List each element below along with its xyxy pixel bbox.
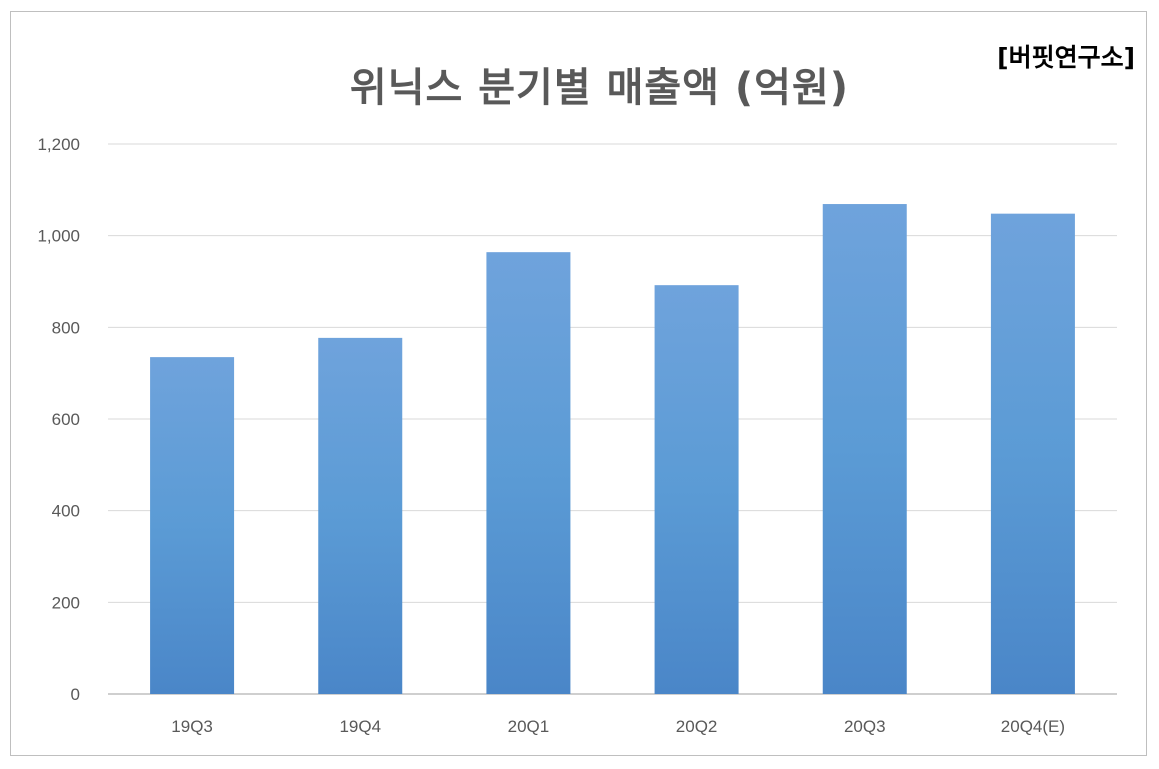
bar-20Q4(E) — [990, 213, 1075, 694]
x-tick-label: 19Q3 — [171, 717, 213, 736]
y-axis-ticks: 0 200 400 600 800 1,000 1,200 — [37, 135, 80, 704]
y-tick-label: 600 — [52, 410, 80, 429]
bar-19Q3 — [150, 357, 235, 694]
y-tick-label: 800 — [52, 318, 80, 337]
x-axis-ticks: 19Q3 19Q4 20Q1 20Q2 20Q3 20Q4(E) — [171, 717, 1065, 736]
bar-20Q3 — [822, 204, 907, 694]
y-tick-label: 1,200 — [37, 135, 80, 154]
y-tick-label: 1,000 — [37, 227, 80, 246]
bars — [150, 204, 1075, 694]
y-tick-label: 200 — [52, 593, 80, 612]
x-tick-label: 20Q2 — [676, 717, 718, 736]
bar-20Q1 — [486, 252, 571, 694]
y-tick-label: 0 — [71, 685, 80, 704]
bar-20Q2 — [654, 285, 739, 694]
gridlines — [108, 143, 1117, 695]
y-tick-label: 400 — [52, 502, 80, 521]
x-tick-label: 20Q3 — [844, 717, 886, 736]
source-label: [버핏연구소] — [997, 43, 1135, 72]
bar-19Q4 — [318, 337, 403, 694]
chart-title: 위닉스 분기별 매출액 (억원) — [349, 65, 850, 111]
x-tick-label: 20Q1 — [508, 717, 550, 736]
x-tick-label: 19Q4 — [339, 717, 381, 736]
x-tick-label: 20Q4(E) — [1001, 717, 1065, 736]
